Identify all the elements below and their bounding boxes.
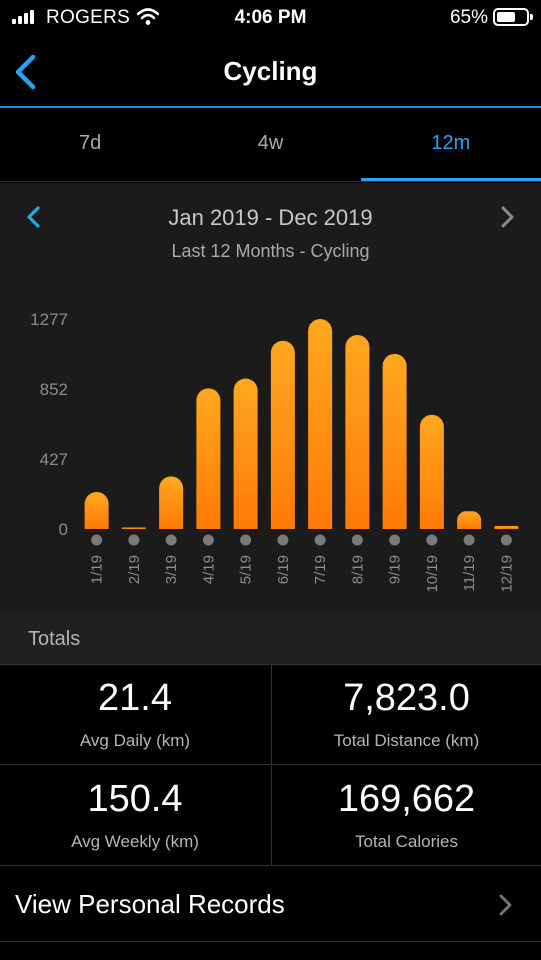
stat-value: 21.4	[98, 677, 172, 719]
monthly-distance-chart: 0 427 852 1277 1/19 2/19 3/19 4/19 5/19 6/19 7/19 8…	[30, 310, 519, 593]
bar-5-19[interactable]	[233, 378, 258, 529]
bar-12-19[interactable]	[494, 526, 519, 529]
chart-section: 0 427 852 1277 1/19 2/19 3/19 4/19 5/19 6/19 7/19 8…	[0, 183, 541, 613]
chevron-right-icon	[501, 206, 514, 228]
stat-value: 169,662	[337, 778, 476, 820]
y-tick-label: 427	[40, 450, 68, 469]
bar-2-19[interactable]	[121, 527, 146, 530]
y-tick-label: 1277	[30, 310, 68, 329]
x-tick-label: 4/19	[200, 555, 217, 584]
totals-label: Totals	[28, 628, 81, 650]
month-dot[interactable]	[277, 534, 289, 546]
y-tick-label: 0	[59, 520, 68, 539]
stat-label: Total Distance (km)	[333, 731, 480, 750]
x-tick-label: 10/19	[424, 555, 441, 593]
bar-3-19[interactable]	[159, 476, 184, 529]
x-tick-label: 9/19	[387, 555, 404, 584]
month-dot[interactable]	[314, 534, 326, 546]
stat-value: 150.4	[87, 778, 183, 820]
month-dot[interactable]	[128, 534, 140, 546]
battery-icon	[493, 8, 533, 26]
month-dot[interactable]	[426, 534, 438, 546]
bar-4-19[interactable]	[196, 388, 221, 529]
month-dot[interactable]	[463, 534, 475, 546]
x-tick-label: 5/19	[238, 555, 255, 584]
date-range-title: Jan 2019 - Dec 2019	[168, 205, 373, 230]
x-tick-label: 11/19	[461, 555, 478, 591]
x-tick-label: 3/19	[163, 555, 180, 584]
totals-header: Totals	[0, 613, 541, 665]
back-button[interactable]	[8, 50, 48, 94]
chevron-right-icon	[499, 894, 512, 916]
page-title: Cycling	[223, 56, 318, 86]
next-range-button[interactable]	[495, 203, 519, 231]
x-tick-label: 12/19	[498, 555, 515, 593]
y-tick-label: 852	[40, 380, 68, 399]
x-tick-label: 7/19	[312, 555, 329, 584]
bar-6-19[interactable]	[270, 340, 295, 529]
x-tick-label: 8/19	[349, 555, 366, 584]
stat-total-distance: 7,823.0 Total Distance (km)	[271, 665, 541, 765]
tab-4w[interactable]: 4w	[257, 132, 284, 154]
stat-label: Avg Daily (km)	[79, 731, 191, 750]
tab-12m[interactable]: 12m	[360, 110, 541, 181]
previous-range-button[interactable]	[22, 203, 46, 231]
battery-percent: 65%	[449, 7, 488, 28]
records-label: View Personal Records	[15, 889, 285, 919]
month-dot[interactable]	[500, 534, 512, 546]
stat-label: Total Calories	[355, 832, 458, 851]
stat-label: Avg Weekly (km)	[71, 832, 199, 851]
stat-avg-daily: 21.4 Avg Daily (km)	[0, 665, 270, 765]
month-dot[interactable]	[202, 534, 214, 546]
x-tick-label: 1/19	[89, 555, 106, 584]
month-dot[interactable]	[389, 534, 401, 546]
period-tabs: 7d 4w 12m	[0, 110, 541, 182]
x-tick-label: 6/19	[275, 555, 292, 584]
signal-icon	[12, 10, 38, 24]
month-dot[interactable]	[165, 534, 177, 546]
totals-grid: 21.4 Avg Daily (km) 7,823.0 Total Distan…	[0, 665, 541, 866]
chevron-left-icon	[15, 54, 36, 90]
wifi-icon	[137, 8, 159, 25]
stat-total-calories: 169,662 Total Calories	[271, 766, 541, 866]
nav-bar: Cycling	[0, 36, 541, 108]
x-tick-label: 2/19	[126, 555, 143, 584]
month-dot[interactable]	[240, 534, 252, 546]
date-range-subtitle: Last 12 Months - Cycling	[171, 241, 370, 261]
chevron-left-icon	[27, 206, 40, 228]
carrier-label: ROGERS	[46, 7, 131, 28]
status-time: 4:06 PM	[234, 7, 307, 28]
month-dot[interactable]	[91, 534, 103, 546]
stat-value: 7,823.0	[343, 677, 470, 719]
bar-9-19[interactable]	[382, 353, 407, 529]
bar-8-19[interactable]	[345, 334, 370, 529]
month-dot[interactable]	[351, 534, 363, 546]
tab-7d[interactable]: 7d	[79, 132, 102, 154]
bar-10-19[interactable]	[419, 414, 444, 529]
bar-11-19[interactable]	[457, 511, 482, 529]
bar-1-19[interactable]	[84, 491, 109, 529]
status-bar: ROGERS 4:06 PM 65%	[0, 0, 541, 36]
bar-7-19[interactable]	[308, 319, 333, 529]
view-personal-records-button[interactable]: View Personal Records	[0, 866, 541, 942]
stat-avg-weekly: 150.4 Avg Weekly (km)	[0, 766, 270, 866]
